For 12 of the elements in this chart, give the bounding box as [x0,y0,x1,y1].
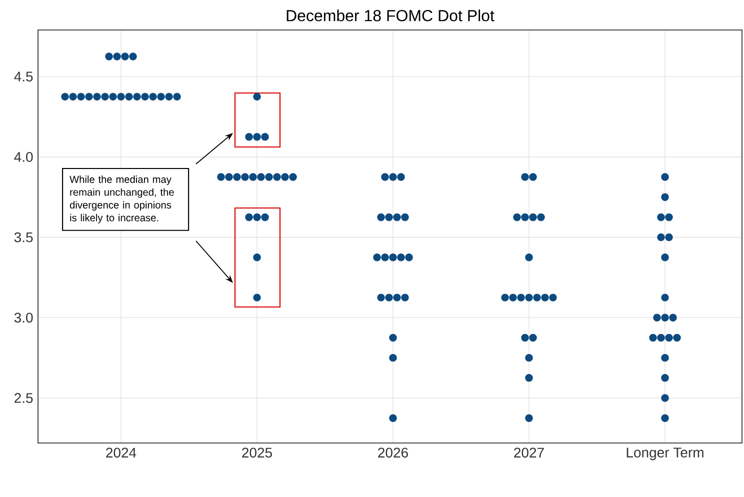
chart-title: December 18 FOMC Dot Plot [286,10,494,22]
x-tick-label: 2026 [378,448,408,458]
y-tick-label: 4.5 [14,72,33,82]
y-tick-label: 4.0 [14,152,33,162]
y-tick-label: 3.5 [14,232,33,242]
x-tick-label: 2027 [514,448,544,458]
x-tick-label: Longer Term [626,448,704,460]
x-tick-label: 2024 [106,448,136,458]
x-tick-label: 2025 [242,448,272,458]
y-tick-label: 3.0 [14,312,33,323]
y-tick-label: 2.5 [14,393,33,403]
annotation: While the median may remain unchanged, the divergence in opinions is likely to increase. [70,176,174,224]
